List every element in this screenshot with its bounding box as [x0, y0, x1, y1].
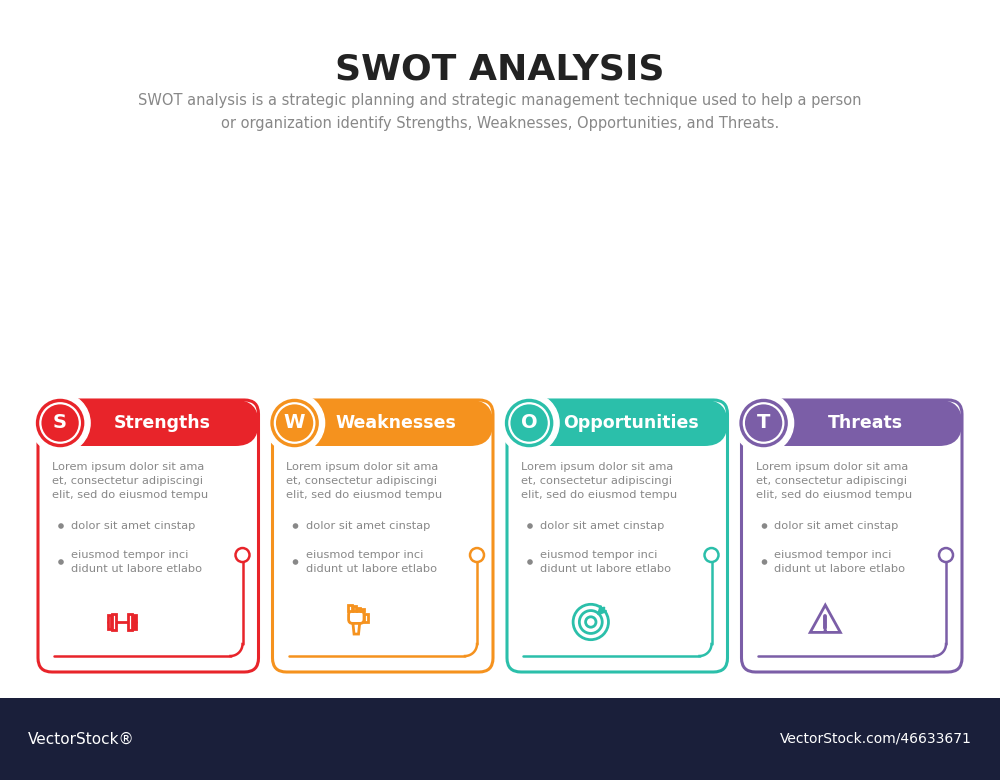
FancyBboxPatch shape — [507, 400, 728, 672]
Bar — [357, 608, 360, 611]
Text: Lorem ipsum dolor sit ama
et, consectetur adipiscingi
elit, sed do eiusmod tempu: Lorem ipsum dolor sit ama et, consectetu… — [756, 462, 912, 500]
FancyBboxPatch shape — [272, 400, 493, 672]
Text: dolor sit amet cinstap: dolor sit amet cinstap — [306, 521, 430, 531]
Text: dolor sit amet cinstap: dolor sit amet cinstap — [540, 521, 664, 531]
Text: Threats: Threats — [828, 414, 903, 432]
Circle shape — [734, 393, 794, 453]
Circle shape — [704, 548, 718, 562]
Bar — [353, 606, 356, 611]
Circle shape — [527, 559, 533, 565]
Text: S: S — [53, 413, 67, 432]
Circle shape — [579, 611, 602, 633]
Text: T: T — [757, 413, 770, 432]
Polygon shape — [353, 623, 360, 634]
Text: Opportunities: Opportunities — [563, 414, 699, 432]
Text: eiusmod tempor inci
didunt ut labore etlabo: eiusmod tempor inci didunt ut labore etl… — [540, 550, 671, 574]
Text: SWOT analysis is a strategic planning and strategic management technique used to: SWOT analysis is a strategic planning an… — [138, 93, 862, 131]
Text: dolor sit amet cinstap: dolor sit amet cinstap — [774, 521, 899, 531]
Text: Weaknesses: Weaknesses — [336, 414, 457, 432]
Circle shape — [499, 393, 559, 453]
Bar — [112, 614, 116, 630]
Circle shape — [762, 559, 767, 565]
Bar — [128, 614, 132, 630]
FancyBboxPatch shape — [58, 400, 258, 446]
FancyBboxPatch shape — [526, 400, 728, 446]
Circle shape — [293, 559, 298, 565]
Text: SWOT ANALYSIS: SWOT ANALYSIS — [335, 53, 665, 87]
Text: W: W — [284, 413, 305, 432]
Circle shape — [470, 548, 484, 562]
Text: eiusmod tempor inci
didunt ut labore etlabo: eiusmod tempor inci didunt ut labore etl… — [774, 550, 906, 574]
Text: dolor sit amet cinstap: dolor sit amet cinstap — [71, 521, 195, 531]
FancyBboxPatch shape — [761, 400, 962, 446]
Circle shape — [527, 523, 533, 529]
Text: eiusmod tempor inci
didunt ut labore etlabo: eiusmod tempor inci didunt ut labore etl… — [306, 550, 437, 574]
Circle shape — [293, 523, 298, 529]
Bar — [361, 609, 364, 611]
Text: VectorStock®: VectorStock® — [28, 732, 135, 746]
Text: Lorem ipsum dolor sit ama
et, consectetur adipiscingi
elit, sed do eiusmod tempu: Lorem ipsum dolor sit ama et, consectetu… — [287, 462, 443, 500]
Circle shape — [269, 397, 321, 449]
Bar — [108, 615, 111, 629]
Bar — [348, 604, 352, 611]
Circle shape — [265, 393, 325, 453]
Bar — [0, 698, 1000, 780]
FancyBboxPatch shape — [292, 400, 493, 446]
Circle shape — [738, 397, 790, 449]
Text: Lorem ipsum dolor sit ama
et, consectetur adipiscingi
elit, sed do eiusmod tempu: Lorem ipsum dolor sit ama et, consectetu… — [521, 462, 677, 500]
Circle shape — [824, 629, 827, 633]
Polygon shape — [810, 605, 840, 633]
Circle shape — [236, 548, 250, 562]
Circle shape — [586, 617, 596, 627]
Circle shape — [762, 523, 767, 529]
Bar — [364, 614, 368, 622]
Circle shape — [34, 397, 86, 449]
FancyBboxPatch shape — [38, 400, 258, 672]
Circle shape — [30, 393, 90, 453]
Circle shape — [58, 559, 64, 565]
Text: eiusmod tempor inci
didunt ut labore etlabo: eiusmod tempor inci didunt ut labore etl… — [71, 550, 202, 574]
Text: VectorStock.com/46633671: VectorStock.com/46633671 — [780, 732, 972, 746]
Text: Strengths: Strengths — [113, 414, 210, 432]
Text: Lorem ipsum dolor sit ama
et, consectetur adipiscingi
elit, sed do eiusmod tempu: Lorem ipsum dolor sit ama et, consectetu… — [52, 462, 208, 500]
Circle shape — [58, 523, 64, 529]
Circle shape — [939, 548, 953, 562]
Circle shape — [573, 604, 608, 640]
Circle shape — [503, 397, 555, 449]
Text: O: O — [521, 413, 537, 432]
FancyBboxPatch shape — [742, 400, 962, 672]
FancyBboxPatch shape — [349, 611, 364, 623]
Bar — [134, 615, 136, 629]
